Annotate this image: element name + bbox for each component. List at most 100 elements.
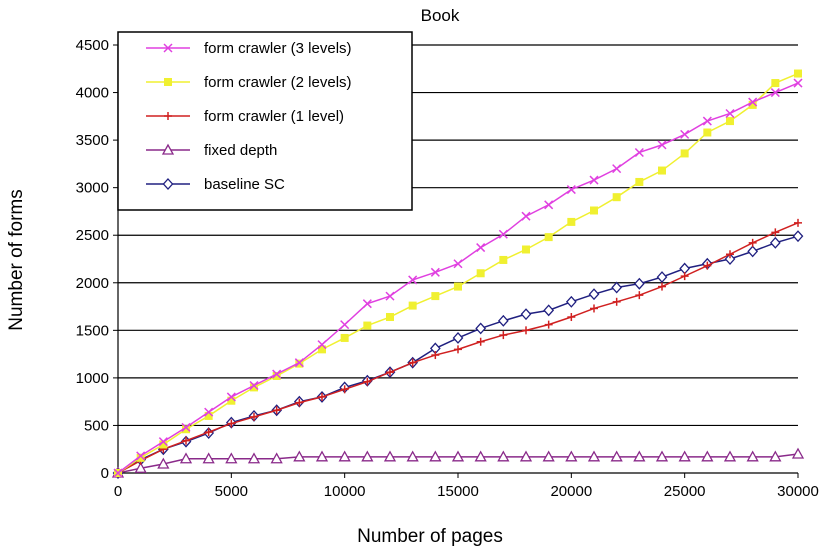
data-point-0-29 xyxy=(770,88,780,98)
data-point-4-18 xyxy=(520,308,532,321)
data-point-3-29 xyxy=(769,450,782,462)
data-point-0-14 xyxy=(430,267,440,277)
data-point-4-22 xyxy=(611,281,623,294)
data-point-3-7 xyxy=(270,452,283,464)
data-point-2-30 xyxy=(794,218,802,227)
data-point-3-1 xyxy=(134,461,147,473)
series-3 xyxy=(111,447,805,478)
x-tick-label-0: 0 xyxy=(114,483,122,500)
x-tick-label-15000: 15000 xyxy=(437,483,479,500)
data-point-2-10 xyxy=(340,385,349,394)
data-point-3-14 xyxy=(429,450,442,462)
data-point-0-30 xyxy=(793,78,803,88)
x-tick-label-5000: 5000 xyxy=(215,483,248,500)
data-point-3-11 xyxy=(361,450,374,462)
x-tick-label-30000: 30000 xyxy=(777,483,819,500)
x-axis: 0 5000 10000 15000 20000 25000 30000 xyxy=(114,473,819,500)
data-point-0-3 xyxy=(181,422,191,432)
data-point-3-27 xyxy=(723,450,737,462)
data-point-2-6 xyxy=(250,412,258,421)
data-point-1-26 xyxy=(703,128,712,137)
data-point-4-30 xyxy=(792,230,804,243)
data-point-1-21 xyxy=(590,206,598,215)
y-tick-label-1500: 1500 xyxy=(76,322,109,339)
data-point-3-19 xyxy=(542,450,555,462)
data-point-0-18 xyxy=(521,211,531,221)
data-point-1-9 xyxy=(318,345,326,354)
data-point-2-7 xyxy=(272,406,281,415)
data-point-0-28 xyxy=(748,97,758,107)
data-point-0-4 xyxy=(204,407,214,417)
data-point-2-17 xyxy=(499,331,508,340)
series-4 xyxy=(112,230,804,479)
data-point-2-19 xyxy=(544,320,553,329)
y-tick-label-4000: 4000 xyxy=(76,85,109,102)
y-tick-label-0: 0 xyxy=(101,465,109,482)
y-tick-label-1000: 1000 xyxy=(76,370,109,387)
legend-item-1: form crawler (2 levels) xyxy=(146,74,352,91)
data-point-1-23 xyxy=(635,177,644,186)
legend-marker-4 xyxy=(162,178,174,190)
data-point-0-10 xyxy=(340,320,350,330)
data-point-3-9 xyxy=(315,450,329,462)
legend-label-4: baseline SC xyxy=(204,176,285,193)
series-0 xyxy=(113,78,803,478)
data-point-2-29 xyxy=(771,228,780,237)
data-point-2-23 xyxy=(635,291,644,300)
data-point-3-20 xyxy=(565,450,578,462)
data-point-4-28 xyxy=(747,245,759,258)
data-point-3-2 xyxy=(157,457,170,469)
data-point-2-5 xyxy=(227,419,236,428)
legend-marker-1 xyxy=(164,78,172,86)
x-tick-label-25000: 25000 xyxy=(664,483,706,500)
legend-marker-2 xyxy=(164,112,172,120)
data-point-4-17 xyxy=(497,314,509,327)
data-point-1-16 xyxy=(476,269,485,278)
data-point-2-24 xyxy=(658,282,666,291)
data-point-2-15 xyxy=(454,345,462,354)
data-point-2-4 xyxy=(204,428,213,437)
data-point-3-5 xyxy=(225,452,238,464)
data-point-4-19 xyxy=(543,304,555,317)
data-point-0-9 xyxy=(317,340,327,350)
data-point-1-19 xyxy=(544,233,553,242)
y-axis: 0 500 1000 1500 2000 2500 3000 3500 4000 4500 xyxy=(76,37,118,482)
legend-item-2: form crawler (1 level) xyxy=(146,108,344,125)
data-point-2-12 xyxy=(386,368,394,377)
data-point-1-24 xyxy=(658,166,666,175)
data-point-1-20 xyxy=(567,217,576,226)
data-point-3-17 xyxy=(497,450,510,462)
data-point-0-27 xyxy=(725,108,735,119)
data-point-3-10 xyxy=(338,450,351,462)
data-point-4-23 xyxy=(633,277,645,290)
data-point-0-16 xyxy=(476,243,486,253)
data-point-3-3 xyxy=(179,452,193,464)
y-tick-label-4500: 4500 xyxy=(76,37,109,54)
x-tick-label-10000: 10000 xyxy=(324,483,366,500)
data-point-1-27 xyxy=(726,117,734,126)
data-point-0-1 xyxy=(136,451,146,461)
data-point-3-26 xyxy=(701,450,714,462)
chart-title: Book xyxy=(421,6,460,25)
data-point-3-6 xyxy=(247,452,261,464)
y-tick-label-2000: 2000 xyxy=(76,275,109,292)
x-tick-label-20000: 20000 xyxy=(550,483,592,500)
data-point-4-16 xyxy=(475,322,487,335)
x-axis-title: Number of pages xyxy=(357,526,503,547)
legend-label-1: form crawler (2 levels) xyxy=(204,74,352,91)
data-point-2-28 xyxy=(748,238,757,247)
data-point-0-11 xyxy=(362,299,372,309)
data-point-1-11 xyxy=(363,321,372,330)
data-point-1-25 xyxy=(680,149,689,158)
data-point-1-15 xyxy=(454,282,462,291)
data-point-3-23 xyxy=(633,450,646,462)
data-point-2-26 xyxy=(703,261,712,270)
data-point-0-2 xyxy=(158,437,168,447)
data-point-0-25 xyxy=(680,129,690,139)
data-point-3-13 xyxy=(406,450,419,462)
legend-label-2: form crawler (1 level) xyxy=(204,108,344,125)
data-point-4-21 xyxy=(588,288,600,301)
data-point-4-29 xyxy=(769,236,781,249)
data-point-2-13 xyxy=(408,358,417,367)
data-point-2-25 xyxy=(680,272,689,281)
